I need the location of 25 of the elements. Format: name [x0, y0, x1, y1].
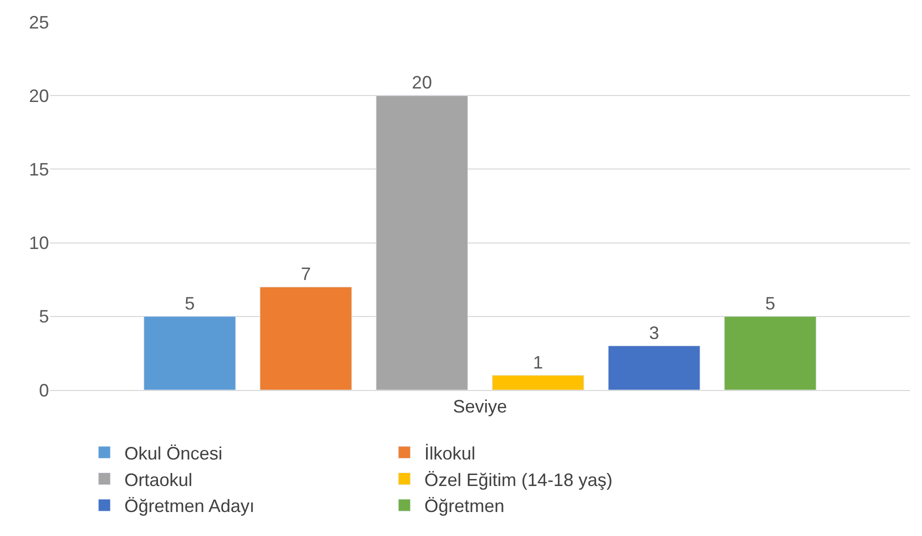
y-tick-label: 20 — [28, 86, 49, 106]
data-label: 5 — [765, 293, 776, 314]
bar — [260, 286, 352, 390]
legend-label: Öğretmen Adayı — [124, 496, 254, 516]
bar — [376, 95, 468, 390]
legend-label: İlkokul — [424, 443, 476, 464]
data-label: 1 — [533, 352, 544, 372]
legend-label: Öğretmen — [424, 496, 504, 516]
y-tick-label: 0 — [38, 380, 49, 400]
x-tick-label: Seviye — [452, 396, 508, 417]
legend-label: Özel Eğitim (14-18 yaş) — [424, 470, 612, 490]
bar — [608, 346, 700, 390]
legend-label: Okul Öncesi — [124, 443, 222, 464]
data-label: 3 — [649, 322, 660, 343]
y-tick-label: 10 — [28, 233, 49, 254]
bar — [724, 316, 816, 390]
data-label: 20 — [412, 72, 432, 93]
bar — [492, 375, 584, 390]
y-tick-label: 15 — [28, 160, 49, 180]
data-label: 5 — [184, 293, 195, 314]
bar — [144, 316, 236, 390]
y-tick-label: 25 — [28, 12, 49, 32]
legend-label: Ortaokul — [124, 470, 192, 490]
data-label: 7 — [300, 264, 311, 284]
y-tick-label: 5 — [38, 306, 49, 327]
